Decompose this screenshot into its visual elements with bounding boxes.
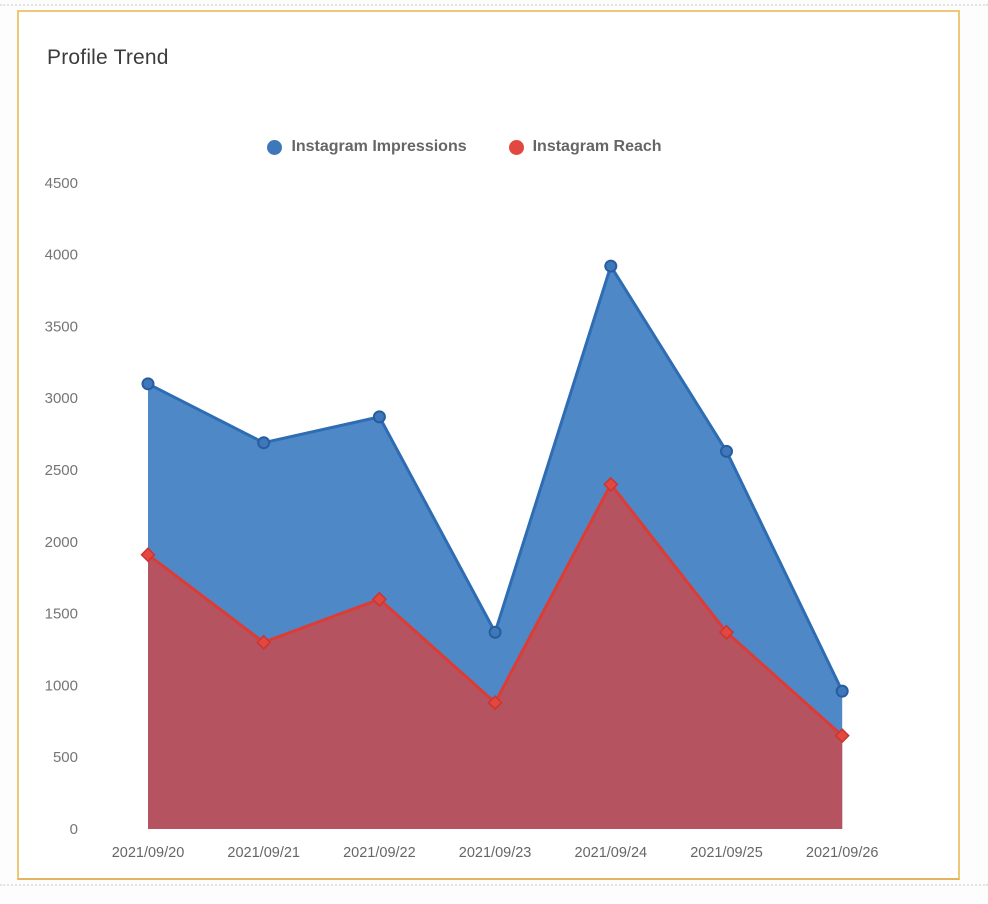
reach-marker[interactable] bbox=[834, 728, 850, 744]
y-axis-tick-label: 500 bbox=[53, 749, 78, 766]
y-axis-tick-label: 3500 bbox=[45, 318, 78, 335]
x-axis-tick-label: 2021/09/26 bbox=[806, 845, 879, 861]
legend-label-impressions: Instagram Impressions bbox=[291, 138, 467, 155]
impressions-marker[interactable] bbox=[372, 410, 386, 424]
y-axis-tick-label: 1500 bbox=[45, 606, 78, 623]
reach-marker[interactable] bbox=[718, 624, 735, 640]
chart-legend: Instagram Impressions Instagram Reach bbox=[0, 138, 934, 156]
impressions-marker[interactable] bbox=[604, 259, 618, 273]
y-axis-tick-label: 0 bbox=[70, 821, 78, 838]
impressions-marker[interactable] bbox=[141, 377, 155, 391]
y-axis-tick-label: 3000 bbox=[45, 390, 78, 407]
top-crop-line bbox=[0, 4, 988, 6]
legend-item-reach[interactable]: Instagram Reach bbox=[508, 138, 662, 156]
x-axis-tick-label: 2021/09/20 bbox=[112, 845, 185, 861]
x-axis-tick-label: 2021/09/24 bbox=[575, 845, 648, 861]
y-axis-tick-label: 1000 bbox=[45, 677, 78, 694]
reach-legend-dot-icon bbox=[508, 139, 524, 155]
y-axis-tick-label: 2500 bbox=[45, 462, 78, 479]
reach-marker[interactable] bbox=[140, 547, 156, 563]
legend-label-reach: Instagram Reach bbox=[532, 138, 662, 155]
reach-area bbox=[148, 484, 843, 829]
x-axis-tick-label: 2021/09/21 bbox=[227, 845, 300, 861]
impressions-marker[interactable] bbox=[835, 684, 849, 698]
impressions-legend-dot-icon bbox=[267, 139, 283, 155]
y-axis-tick-label: 2000 bbox=[45, 534, 78, 551]
impressions-marker[interactable] bbox=[488, 625, 502, 639]
x-axis-tick-label: 2021/09/25 bbox=[690, 845, 763, 861]
reach-marker[interactable] bbox=[371, 591, 387, 607]
bottom-crop-line bbox=[0, 884, 988, 886]
reach-marker[interactable] bbox=[256, 634, 272, 650]
impressions-marker[interactable] bbox=[720, 444, 733, 458]
reach-marker[interactable] bbox=[487, 695, 503, 711]
y-axis-tick-label: 4500 bbox=[45, 175, 78, 192]
chart-title: Profile Trend bbox=[47, 46, 169, 69]
x-axis-tick-label: 2021/09/23 bbox=[459, 845, 532, 861]
legend-item-impressions[interactable]: Instagram Impressions bbox=[267, 138, 467, 156]
y-axis-tick-label: 4000 bbox=[45, 247, 78, 264]
reach-marker[interactable] bbox=[603, 476, 619, 492]
impressions-marker[interactable] bbox=[257, 436, 271, 450]
x-axis-tick-label: 2021/09/22 bbox=[343, 845, 416, 861]
